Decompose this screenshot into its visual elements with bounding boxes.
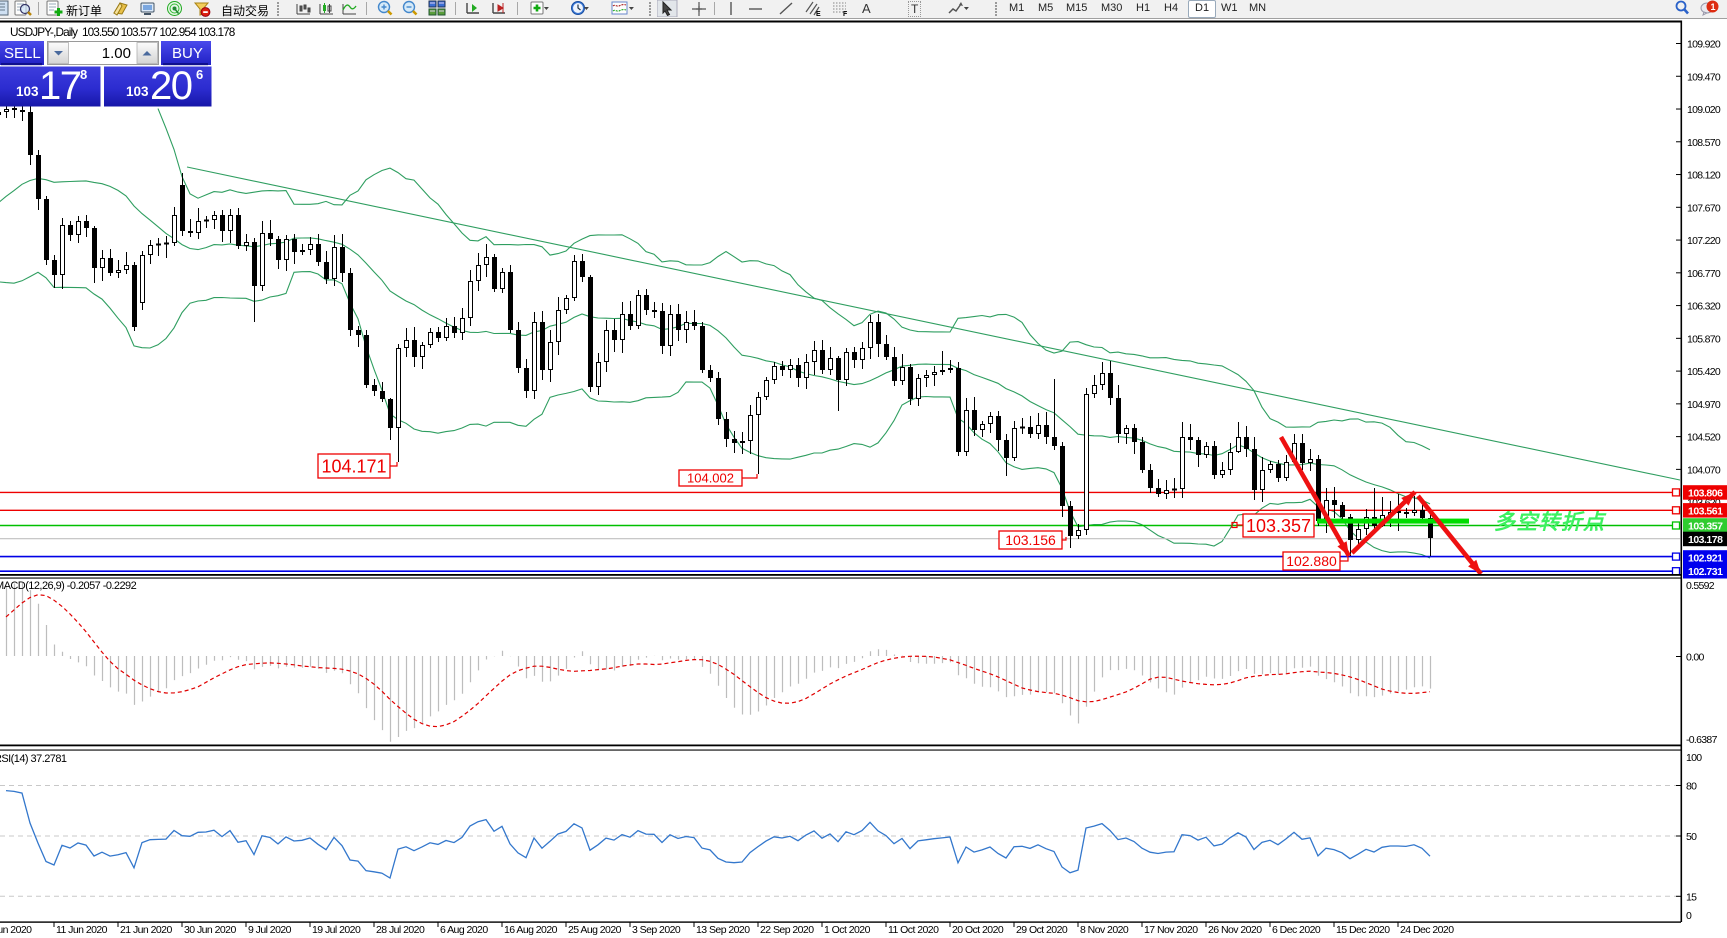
svg-text:30 Jun 2020: 30 Jun 2020 [184,924,236,936]
svg-text:103.178: 103.178 [1688,534,1723,546]
svg-text:109.470: 109.470 [1687,71,1721,83]
svg-text:103.357: 103.357 [1246,516,1311,536]
svg-text:1.00: 1.00 [102,45,131,62]
svg-text:11 Jun 2020: 11 Jun 2020 [56,924,108,936]
svg-text:107.220: 107.220 [1687,235,1721,247]
svg-text:21 Jun 2020: 21 Jun 2020 [120,924,172,936]
svg-text:8: 8 [80,67,87,82]
svg-text:108.570: 108.570 [1687,137,1721,149]
svg-text:SELL: SELL [4,45,41,62]
svg-text:25 Aug 2020: 25 Aug 2020 [568,924,622,936]
svg-text:15 Dec 2020: 15 Dec 2020 [1336,924,1390,936]
svg-text:29 Oct 2020: 29 Oct 2020 [1016,924,1068,936]
svg-text:11 Oct 2020: 11 Oct 2020 [888,924,939,936]
svg-text:6 Aug 2020: 6 Aug 2020 [440,924,488,936]
svg-text:19 Jul 2020: 19 Jul 2020 [312,924,361,936]
svg-text:102.921: 102.921 [1688,552,1723,564]
svg-text:105.870: 105.870 [1687,333,1721,345]
svg-text:9 Jul 2020: 9 Jul 2020 [248,924,292,936]
svg-text:106.770: 106.770 [1687,268,1721,280]
svg-text:109.020: 109.020 [1687,104,1721,116]
svg-text:6: 6 [196,67,203,82]
svg-text:13 Sep 2020: 13 Sep 2020 [696,924,750,936]
svg-text:102.731: 102.731 [1688,566,1723,578]
svg-text:15: 15 [1686,891,1697,903]
svg-text:107.670: 107.670 [1687,202,1721,214]
svg-text:80: 80 [1686,781,1697,793]
svg-text:USDJPY-,Daily 103.550 103.577: USDJPY-,Daily 103.550 103.577 102.954 10… [10,25,236,39]
svg-text:MACD(12,26,9) -0.2057 -0.2292: MACD(12,26,9) -0.2057 -0.2292 [0,580,137,592]
svg-text:106.320: 106.320 [1687,301,1721,313]
svg-text:多空转折点: 多空转折点 [1494,510,1607,534]
svg-text:103: 103 [126,84,149,99]
svg-text:8 Nov 2020: 8 Nov 2020 [1080,924,1129,936]
svg-text:BUY: BUY [172,45,203,62]
svg-text:104.002: 104.002 [687,471,734,486]
svg-text:109.920: 109.920 [1687,39,1721,51]
svg-text:28 Jul 2020: 28 Jul 2020 [376,924,425,936]
svg-text:104.171: 104.171 [321,456,386,476]
svg-text:103: 103 [16,84,39,99]
svg-text:16 Aug 2020: 16 Aug 2020 [504,924,558,936]
svg-text:103.561: 103.561 [1688,505,1723,517]
svg-text:RSI(14) 37.2781: RSI(14) 37.2781 [0,753,67,765]
svg-text:104.070: 104.070 [1687,464,1721,476]
svg-text:1: 1 [1711,2,1716,12]
svg-text:1 Oct 2020: 1 Oct 2020 [824,924,871,936]
svg-text:0.00: 0.00 [1686,652,1704,664]
svg-text:17 Nov 2020: 17 Nov 2020 [1144,924,1198,936]
svg-text:24 Dec 2020: 24 Dec 2020 [1400,924,1454,936]
svg-text:103.156: 103.156 [1005,532,1056,548]
svg-text:105.420: 105.420 [1687,366,1721,378]
svg-text:1 Jun 2020: 1 Jun 2020 [0,924,32,936]
svg-text:104.970: 104.970 [1687,399,1721,411]
svg-text:20: 20 [150,64,192,107]
svg-text:F: F [843,11,848,17]
svg-text:103.357: 103.357 [1688,520,1723,532]
svg-text:104.520: 104.520 [1687,432,1721,444]
svg-text:0: 0 [1686,910,1692,922]
svg-text:103.806: 103.806 [1688,487,1723,499]
svg-text:100: 100 [1686,752,1702,764]
svg-text:102.880: 102.880 [1286,553,1337,569]
svg-text:17: 17 [39,64,81,107]
svg-text:0.5592: 0.5592 [1686,580,1715,592]
svg-text:E: E [816,11,821,17]
svg-text:22 Sep 2020: 22 Sep 2020 [760,924,814,936]
svg-text:20 Oct 2020: 20 Oct 2020 [952,924,1004,936]
svg-text:6 Dec 2020: 6 Dec 2020 [1272,924,1321,936]
svg-text:50: 50 [1686,831,1697,843]
svg-text:3 Sep 2020: 3 Sep 2020 [632,924,681,936]
svg-text:26 Nov 2020: 26 Nov 2020 [1208,924,1262,936]
svg-text:108.120: 108.120 [1687,170,1721,182]
svg-text:-0.6387: -0.6387 [1686,734,1718,746]
